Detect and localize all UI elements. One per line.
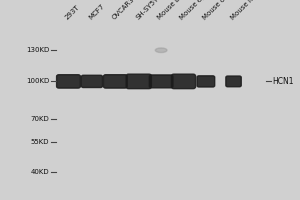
Text: HCN1: HCN1 (272, 77, 293, 86)
Text: 55KD: 55KD (31, 139, 49, 145)
Text: Mouse brain: Mouse brain (157, 0, 191, 21)
Text: Mouse lung: Mouse lung (229, 0, 262, 21)
FancyBboxPatch shape (103, 75, 127, 88)
Ellipse shape (155, 48, 167, 53)
Text: 40KD: 40KD (31, 169, 49, 175)
FancyBboxPatch shape (226, 76, 241, 87)
Text: Mouse eye: Mouse eye (179, 0, 210, 21)
FancyBboxPatch shape (126, 74, 152, 89)
FancyBboxPatch shape (197, 76, 215, 87)
FancyBboxPatch shape (81, 75, 103, 88)
FancyBboxPatch shape (57, 75, 80, 88)
Text: 100KD: 100KD (26, 78, 49, 84)
Text: SH-SY5Y: SH-SY5Y (134, 0, 160, 21)
Text: 70KD: 70KD (31, 116, 49, 122)
Text: Mouse ovary: Mouse ovary (202, 0, 237, 21)
Text: 293T: 293T (64, 4, 81, 21)
FancyBboxPatch shape (149, 75, 173, 88)
Text: 130KD: 130KD (26, 47, 49, 53)
Text: MCF7: MCF7 (88, 3, 106, 21)
FancyBboxPatch shape (171, 74, 196, 89)
Text: OVCAR3: OVCAR3 (111, 0, 136, 21)
